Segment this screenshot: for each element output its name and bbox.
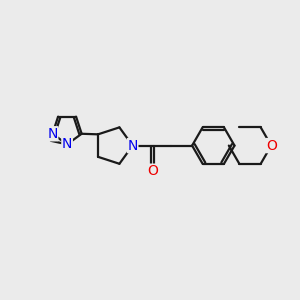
Text: O: O bbox=[266, 139, 277, 153]
Text: N: N bbox=[128, 139, 138, 153]
Text: N: N bbox=[62, 137, 72, 151]
Text: O: O bbox=[147, 164, 158, 178]
Text: N: N bbox=[47, 127, 58, 141]
